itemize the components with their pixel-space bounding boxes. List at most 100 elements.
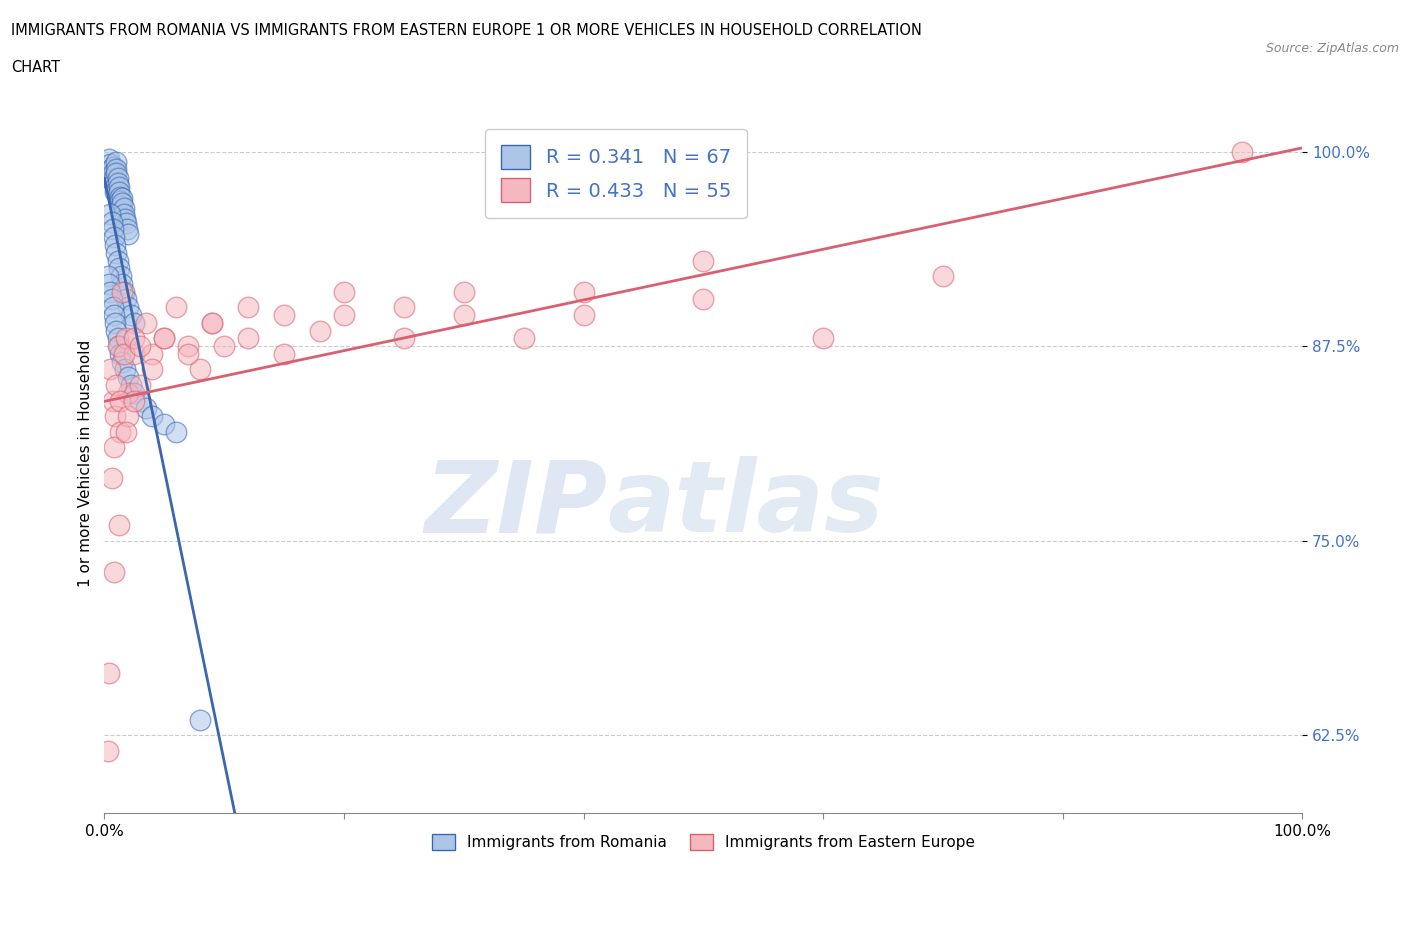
Point — [273, 308, 295, 323]
Point — [110, 269, 132, 284]
Point — [101, 166, 124, 180]
Point — [107, 518, 129, 533]
Point — [98, 276, 121, 291]
Point — [141, 409, 163, 424]
Point — [107, 184, 129, 199]
Point — [104, 179, 127, 194]
Point — [124, 331, 146, 346]
Point — [111, 354, 134, 369]
Point — [309, 323, 332, 338]
Point — [129, 393, 152, 408]
Text: IMMIGRANTS FROM ROMANIA VS IMMIGRANTS FROM EASTERN EUROPE 1 OR MORE VEHICLES IN : IMMIGRANTS FROM ROMANIA VS IMMIGRANTS FR… — [11, 23, 922, 38]
Point — [112, 285, 135, 299]
Point — [105, 161, 128, 176]
Point — [392, 331, 415, 346]
Point — [273, 347, 295, 362]
Point — [108, 194, 131, 209]
Point — [107, 261, 129, 276]
Point — [572, 285, 595, 299]
Point — [153, 417, 176, 432]
Point — [333, 308, 356, 323]
Point — [124, 347, 146, 362]
Point — [110, 199, 132, 214]
Point — [108, 424, 131, 439]
Point — [141, 347, 163, 362]
Point — [135, 315, 157, 330]
Point — [165, 299, 187, 314]
Point — [188, 712, 211, 727]
Point — [115, 331, 138, 346]
Point — [100, 167, 122, 182]
Point — [98, 285, 121, 299]
Point — [124, 385, 146, 400]
Point — [932, 269, 955, 284]
Point — [103, 170, 125, 185]
Point — [115, 424, 138, 439]
Point — [120, 378, 142, 392]
Point — [100, 292, 122, 307]
Point — [453, 308, 475, 323]
Point — [117, 409, 139, 424]
Point — [114, 211, 136, 226]
Point — [177, 347, 200, 362]
Point — [98, 362, 121, 377]
Point — [333, 285, 356, 299]
Point — [153, 331, 176, 346]
Point — [111, 285, 134, 299]
Point — [188, 362, 211, 377]
Point — [120, 308, 142, 323]
Point — [98, 163, 121, 178]
Point — [98, 666, 121, 681]
Point — [153, 331, 176, 346]
Y-axis label: 1 or more Vehicles in Household: 1 or more Vehicles in Household — [79, 339, 93, 587]
Legend: Immigrants from Romania, Immigrants from Eastern Europe: Immigrants from Romania, Immigrants from… — [425, 827, 983, 858]
Point — [103, 230, 125, 245]
Point — [104, 409, 127, 424]
Point — [98, 206, 121, 221]
Point — [108, 347, 131, 362]
Point — [98, 156, 121, 171]
Point — [108, 190, 131, 205]
Point — [111, 191, 134, 206]
Point — [103, 565, 125, 579]
Point — [115, 222, 138, 237]
Point — [107, 170, 129, 185]
Point — [692, 253, 714, 268]
Point — [101, 393, 124, 408]
Point — [129, 378, 152, 392]
Point — [97, 269, 120, 284]
Point — [111, 276, 134, 291]
Point — [101, 160, 124, 175]
Point — [112, 200, 135, 215]
Point — [104, 237, 127, 252]
Point — [107, 253, 129, 268]
Point — [212, 339, 235, 353]
Point — [124, 315, 146, 330]
Point — [124, 393, 146, 408]
Point — [104, 184, 127, 199]
Point — [100, 214, 122, 229]
Point — [107, 175, 129, 190]
Point — [392, 299, 415, 314]
Point — [117, 370, 139, 385]
Point — [107, 339, 129, 353]
Point — [105, 246, 128, 260]
Point — [105, 155, 128, 170]
Point — [101, 222, 124, 237]
Point — [101, 299, 124, 314]
Point — [98, 152, 121, 166]
Point — [97, 743, 120, 758]
Text: CHART: CHART — [11, 60, 60, 75]
Point — [117, 299, 139, 314]
Point — [108, 393, 131, 408]
Point — [115, 292, 138, 307]
Point — [107, 339, 129, 353]
Point — [177, 339, 200, 353]
Point — [100, 172, 122, 187]
Point — [201, 315, 224, 330]
Point — [105, 378, 128, 392]
Point — [110, 204, 132, 219]
Point — [236, 331, 259, 346]
Point — [512, 331, 534, 346]
Point — [692, 292, 714, 307]
